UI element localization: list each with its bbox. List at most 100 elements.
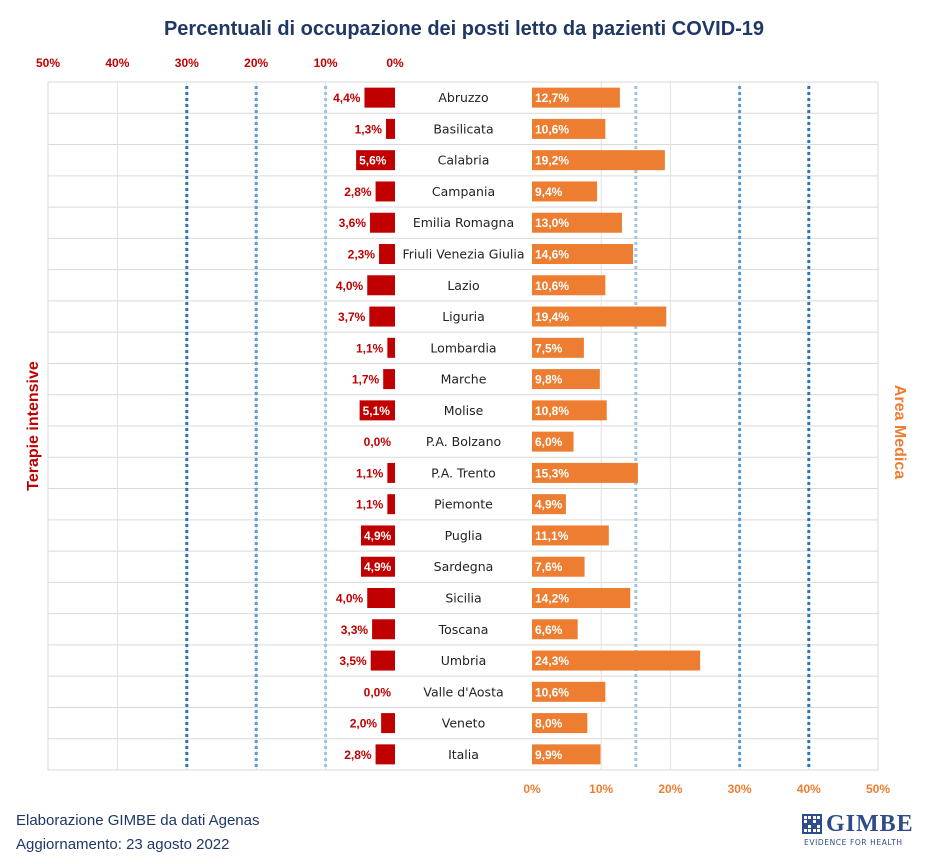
ti-value-label: 4,0% <box>336 592 364 606</box>
row-liguria: Liguria 3,7% 19,4% <box>338 306 667 327</box>
right-tick-label: 50% <box>866 782 890 796</box>
am-value-label: 19,2% <box>535 154 569 168</box>
am-bar <box>532 369 600 390</box>
category-label: P.A. Bolzano <box>426 434 501 449</box>
category-label: Molise <box>444 403 484 418</box>
ti-value-label: 1,1% <box>356 466 384 480</box>
ti-value-label: 4,4% <box>333 91 361 105</box>
row-campania: Campania 2,8% 9,4% <box>344 181 598 202</box>
am-value-label: 24,3% <box>535 654 569 668</box>
am-value-label: 9,4% <box>535 185 563 199</box>
ti-value-label: 1,1% <box>356 341 384 355</box>
ti-value-label: 3,6% <box>339 216 367 230</box>
category-label: Abruzzo <box>438 90 488 105</box>
ti-bar <box>369 306 395 327</box>
category-label: Calabria <box>438 153 490 168</box>
am-bar <box>532 681 606 702</box>
row-molise: Molise 5,1% 10,8% <box>359 400 607 421</box>
am-bar <box>532 713 588 734</box>
ti-value-label: 4,0% <box>336 279 364 293</box>
am-value-label: 4,9% <box>535 498 563 512</box>
left-tick-label: 20% <box>244 56 268 70</box>
gimbe-logo: GIMBE EVIDENCE FOR HEALTH <box>800 811 913 852</box>
am-bar <box>532 744 601 765</box>
ti-bar <box>381 713 395 734</box>
am-value-label: 10,8% <box>535 404 569 418</box>
left-axis-label: Terapie intensive <box>25 361 42 491</box>
ti-bar <box>367 275 395 296</box>
row-p-a-bolzano: P.A. Bolzano 0,0% 6,0% <box>364 431 574 452</box>
ti-bar <box>372 619 395 640</box>
am-value-label: 7,6% <box>535 560 563 574</box>
category-label: Liguria <box>442 309 485 324</box>
row-puglia: Puglia 4,9% 11,1% <box>360 525 609 546</box>
am-value-label: 11,1% <box>535 529 569 543</box>
ti-bar <box>387 494 395 515</box>
ti-bar <box>375 744 395 765</box>
right-axis-label: Area Medica <box>891 385 908 479</box>
ti-value-label: 2,3% <box>348 248 376 262</box>
category-label: P.A. Trento <box>431 465 496 480</box>
am-bar <box>532 118 606 139</box>
ti-value-label: 1,3% <box>355 122 383 136</box>
am-value-label: 6,0% <box>535 435 563 449</box>
am-bar <box>532 181 598 202</box>
footer-update: Aggiornamento: 23 agosto 2022 <box>16 836 230 853</box>
am-bar <box>532 87 620 108</box>
ti-bar <box>360 556 395 577</box>
am-value-label: 15,3% <box>535 466 569 480</box>
ti-value-label: 2,8% <box>344 185 372 199</box>
ti-value-label: 3,3% <box>341 623 369 637</box>
am-value-label: 12,7% <box>535 91 569 105</box>
category-label: Toscana <box>438 622 489 637</box>
category-label: Piemonte <box>434 497 493 512</box>
am-value-label: 14,2% <box>535 592 569 606</box>
category-label: Campania <box>432 184 495 199</box>
ti-value-label: 2,8% <box>344 748 372 762</box>
ti-value-label: 0,0% <box>364 685 392 699</box>
threshold-lines <box>185 86 811 770</box>
ti-value-label: 4,9% <box>364 529 392 543</box>
ti-bar <box>387 337 395 358</box>
am-value-label: 19,4% <box>535 310 569 324</box>
left-tick-label: 0% <box>386 56 404 70</box>
ti-bar <box>370 212 395 233</box>
right-tick-label: 40% <box>797 782 821 796</box>
logo-name: GIMBE <box>826 811 914 837</box>
am-value-label: 9,8% <box>535 373 563 387</box>
category-label: Veneto <box>442 716 485 731</box>
row-sicilia: Sicilia 4,0% 14,2% <box>336 588 631 608</box>
ti-value-label: 1,1% <box>356 498 384 512</box>
am-bar <box>532 619 578 640</box>
category-label: Italia <box>448 747 479 762</box>
category-label: Umbria <box>441 653 487 668</box>
ti-bar <box>383 369 395 390</box>
am-value-label: 7,5% <box>535 341 563 355</box>
ti-value-label: 5,1% <box>363 404 391 418</box>
row-umbria: Umbria 3,5% 24,3% <box>339 650 701 671</box>
category-label: Valle d'Aosta <box>423 684 503 699</box>
left-tick-label: 50% <box>36 56 60 70</box>
row-sardegna: Sardegna 4,9% 7,6% <box>360 556 585 577</box>
bars: Abruzzo 4,4% 12,7% Basilicata 1,3% 10,6% Calab… <box>333 87 701 765</box>
am-bar <box>532 337 584 358</box>
am-bar <box>532 494 566 515</box>
ti-value-label: 1,7% <box>352 373 380 387</box>
am-value-label: 10,6% <box>535 279 569 293</box>
left-tick-label: 30% <box>175 56 199 70</box>
am-bar <box>532 275 606 296</box>
row-abruzzo: Abruzzo 4,4% 12,7% <box>333 87 620 108</box>
row-italia: Italia 2,8% 9,9% <box>344 744 601 765</box>
ti-bar <box>356 150 395 171</box>
gimbe-mark-icon <box>802 814 822 834</box>
category-label: Friuli Venezia Giulia <box>403 247 525 262</box>
right-tick-label: 20% <box>658 782 682 796</box>
category-label: Basilicata <box>433 121 493 136</box>
row-lombardia: Lombardia 1,1% 7,5% <box>356 337 584 358</box>
am-bar <box>532 431 574 452</box>
am-bar <box>532 650 701 671</box>
ti-bar <box>387 462 395 483</box>
right-tick-label: 30% <box>728 782 752 796</box>
row-lazio: Lazio 4,0% 10,6% <box>336 275 606 296</box>
am-value-label: 10,6% <box>535 122 569 136</box>
